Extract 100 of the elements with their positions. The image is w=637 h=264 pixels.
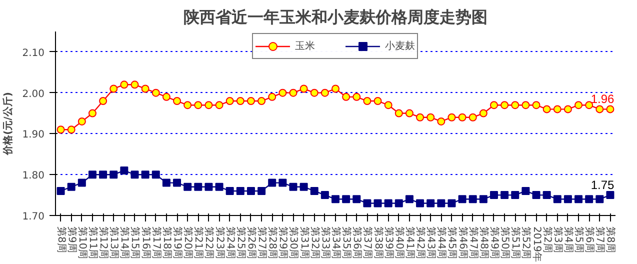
- point: [300, 182, 308, 191]
- x-tick-label: 第49周: [488, 226, 500, 260]
- point: [458, 113, 466, 122]
- point: [332, 84, 340, 93]
- point: [574, 101, 583, 110]
- x-tick-label: 第29周: [277, 226, 290, 260]
- y-tick-label: 1.80: [22, 170, 44, 182]
- point: [426, 199, 435, 208]
- point: [500, 101, 509, 110]
- point: [194, 101, 202, 110]
- x-tick-label: 第45周: [446, 226, 458, 260]
- point: [162, 178, 170, 187]
- point: [120, 166, 128, 175]
- x-tick-label: 第30周: [288, 226, 300, 260]
- point: [162, 92, 170, 101]
- point: [226, 186, 234, 195]
- point: [130, 80, 139, 89]
- point: [173, 97, 182, 106]
- point: [564, 195, 572, 204]
- point: [374, 97, 382, 106]
- x-tick-label: 第51周: [510, 226, 522, 260]
- point: [342, 195, 350, 204]
- point: [258, 186, 266, 195]
- point: [405, 195, 414, 204]
- point: [532, 191, 540, 200]
- x-tick-label: 第10周: [76, 226, 88, 260]
- x-tick-label: 第34周: [330, 226, 342, 260]
- x-tick-label: 第13周: [108, 226, 120, 260]
- x-tick-label: 第39周: [382, 226, 395, 260]
- x-tick-label: 第21周: [192, 226, 205, 260]
- x-tick-label: 第8周: [604, 226, 617, 253]
- point: [88, 109, 96, 118]
- x-tick-label: 第46周: [456, 226, 469, 260]
- point: [204, 101, 213, 110]
- point: [173, 178, 182, 187]
- point: [416, 113, 424, 122]
- point: [394, 109, 403, 118]
- x-tick-label: 第38周: [372, 226, 384, 260]
- point: [320, 191, 329, 200]
- x-tick-label: 第25周: [234, 226, 247, 260]
- point: [332, 195, 340, 204]
- point: [204, 182, 213, 191]
- point: [56, 126, 65, 134]
- point: [363, 199, 372, 208]
- point: [110, 170, 118, 179]
- point: [437, 117, 446, 126]
- point: [564, 105, 572, 114]
- point: [405, 109, 414, 118]
- point: [78, 178, 86, 187]
- point: [120, 80, 128, 89]
- point: [596, 195, 604, 204]
- x-tick-label: 第50周: [499, 226, 512, 260]
- x-tick-label: 第20周: [182, 226, 194, 260]
- x-tick-label: 第6周: [584, 226, 596, 253]
- point: [236, 186, 244, 195]
- point: [574, 195, 583, 204]
- x-tick-label: 第12周: [98, 226, 110, 260]
- point: [320, 88, 329, 97]
- x-tick-label: 第23周: [214, 226, 226, 260]
- point: [78, 117, 86, 126]
- y-tick-label: 2.00: [22, 88, 44, 100]
- x-tick-label: 第48周: [478, 226, 490, 260]
- chart-title: 陕西省近一年玉米和小麦麸价格周度走势图: [184, 8, 488, 26]
- x-tick-label: 第9周: [66, 226, 78, 253]
- point: [278, 88, 287, 97]
- point: [468, 113, 477, 122]
- point: [352, 195, 361, 204]
- point: [448, 113, 456, 122]
- point: [363, 97, 372, 106]
- point: [384, 101, 392, 110]
- y-tick-label: 2.10: [22, 48, 44, 59]
- point: [479, 109, 488, 118]
- point: [99, 170, 108, 179]
- y-axis-title: 价格(元/公斤): [2, 92, 14, 156]
- x-tick-label: 2019年: [530, 226, 543, 262]
- point: [416, 199, 424, 208]
- x-tick-label: 第28周: [266, 226, 279, 260]
- x-tick-label: 第8周: [55, 226, 68, 253]
- x-tick-label: 第22周: [203, 226, 216, 260]
- point: [246, 186, 255, 195]
- point: [500, 191, 509, 200]
- point: [215, 182, 224, 191]
- point: [490, 191, 498, 200]
- x-tick-label: 第15周: [129, 226, 142, 260]
- x-tick-label: 第37周: [362, 226, 374, 260]
- x-tick-label: 第36周: [351, 226, 364, 260]
- point: [553, 105, 562, 114]
- point: [352, 92, 361, 101]
- point: [194, 182, 202, 191]
- point: [110, 84, 118, 93]
- x-tick-label: 第17周: [150, 226, 162, 260]
- x-tick-label: 第2周: [541, 226, 554, 253]
- x-tick-label: 第33周: [319, 226, 332, 260]
- point: [130, 170, 139, 179]
- point: [606, 191, 614, 200]
- x-tick-label: 第19周: [172, 226, 184, 260]
- point: [342, 92, 350, 101]
- point: [542, 105, 551, 114]
- point: [184, 182, 192, 191]
- x-tick-label: 第43周: [425, 226, 438, 260]
